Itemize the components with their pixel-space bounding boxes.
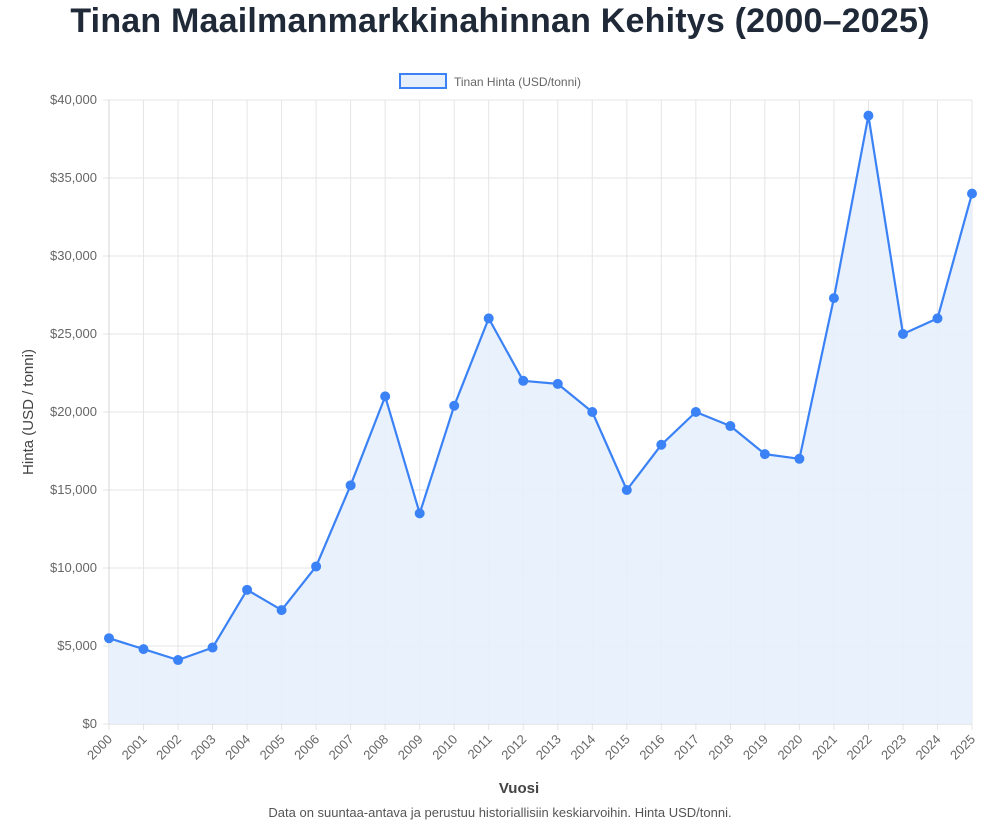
- data-point[interactable]: [828, 293, 839, 304]
- data-point[interactable]: [967, 188, 977, 199]
- x-tick-label: 2024: [913, 732, 944, 763]
- data-point[interactable]: [932, 313, 943, 324]
- y-tick-label: $25,000: [50, 326, 97, 341]
- x-tick-label: 2006: [291, 732, 322, 763]
- data-point[interactable]: [242, 584, 253, 595]
- footnote: Data on suuntaa-antava ja perustuu histo…: [268, 805, 732, 820]
- x-tick-label: 2011: [464, 732, 494, 762]
- y-axis-ticks: $0 $5,000 $10,000 $15,000 $20,000 $25,000 $30,…: [50, 92, 97, 731]
- data-point[interactable]: [518, 375, 529, 386]
- data-point[interactable]: [794, 453, 805, 464]
- y-tick-label: $30,000: [50, 248, 97, 263]
- data-point[interactable]: [449, 400, 460, 411]
- data-point[interactable]: [311, 561, 322, 572]
- x-tick-label: 2003: [188, 732, 219, 763]
- x-tick-label: 2019: [740, 732, 771, 763]
- x-tick-label: 2022: [844, 732, 875, 763]
- data-point[interactable]: [380, 391, 391, 402]
- data-point[interactable]: [656, 439, 667, 450]
- y-tick-label: $5,000: [57, 638, 97, 653]
- y-axis-title: Hinta (USD / tonni): [20, 349, 37, 475]
- x-tick-label: 2013: [533, 732, 564, 763]
- line-chart: $0 $5,000 $10,000 $15,000 $20,000 $25,000 $30,…: [20, 73, 978, 797]
- data-point[interactable]: [276, 605, 287, 616]
- data-point[interactable]: [897, 329, 908, 339]
- data-points: [104, 110, 977, 666]
- x-tick-label: 2020: [774, 732, 805, 763]
- x-tick-label: 2002: [153, 732, 184, 763]
- data-point[interactable]: [104, 633, 114, 644]
- y-tick-label: $20,000: [50, 404, 97, 419]
- x-tick-label: 2000: [84, 732, 115, 763]
- y-tick-label: $15,000: [50, 482, 97, 497]
- y-tick-label: $10,000: [50, 560, 97, 575]
- x-tick-label: 2010: [429, 732, 460, 763]
- x-tick-label: 2025: [947, 732, 978, 763]
- legend-label: Tinan Hinta (USD/tonni): [454, 75, 581, 89]
- x-tick-label: 2007: [326, 732, 357, 763]
- data-point[interactable]: [414, 508, 425, 519]
- x-tick-label: 2008: [360, 732, 391, 763]
- data-point[interactable]: [725, 421, 736, 432]
- x-tick-label: 2005: [257, 732, 288, 763]
- series-line-layer: [108, 114, 974, 662]
- data-point[interactable]: [759, 449, 770, 460]
- area-fill-layer: [109, 115, 972, 725]
- data-point[interactable]: [690, 407, 701, 417]
- legend[interactable]: Tinan Hinta (USD/tonni): [399, 73, 581, 89]
- data-point[interactable]: [552, 378, 563, 389]
- x-tick-label: 2012: [498, 732, 529, 763]
- data-point[interactable]: [483, 313, 494, 324]
- data-point[interactable]: [345, 480, 356, 491]
- legend-swatch: [399, 73, 447, 89]
- data-point[interactable]: [138, 644, 149, 655]
- data-point[interactable]: [863, 110, 874, 121]
- x-tick-label: 2015: [602, 732, 633, 763]
- x-tick-label: 2016: [636, 732, 667, 763]
- data-point[interactable]: [173, 655, 184, 666]
- data-point[interactable]: [587, 407, 598, 417]
- series-area: [109, 115, 972, 725]
- x-tick-label: 2004: [222, 732, 253, 763]
- series-line: [108, 114, 974, 662]
- x-tick-label: 2001: [119, 732, 150, 763]
- x-tick-label: 2018: [705, 732, 736, 763]
- x-tick-label: 2014: [567, 732, 598, 763]
- x-tick-label: 2021: [809, 732, 840, 763]
- x-tick-label: 2009: [395, 732, 426, 763]
- x-tick-label: 2023: [878, 732, 909, 763]
- y-tick-label: $40,000: [50, 92, 97, 107]
- y-tick-label: $0: [83, 716, 97, 731]
- x-axis-ticks: 2000 2001 2002 2003 2004 2005 2006 2007 2008 2009…: [84, 732, 978, 763]
- chart-title: Tinan Maailmanmarkkinahinnan Kehitys (20…: [70, 2, 930, 40]
- data-point[interactable]: [621, 485, 632, 495]
- y-tick-label: $35,000: [50, 170, 97, 185]
- x-tick-label: 2017: [671, 732, 702, 763]
- x-axis-title: Vuosi: [499, 780, 539, 797]
- data-point[interactable]: [207, 642, 218, 653]
